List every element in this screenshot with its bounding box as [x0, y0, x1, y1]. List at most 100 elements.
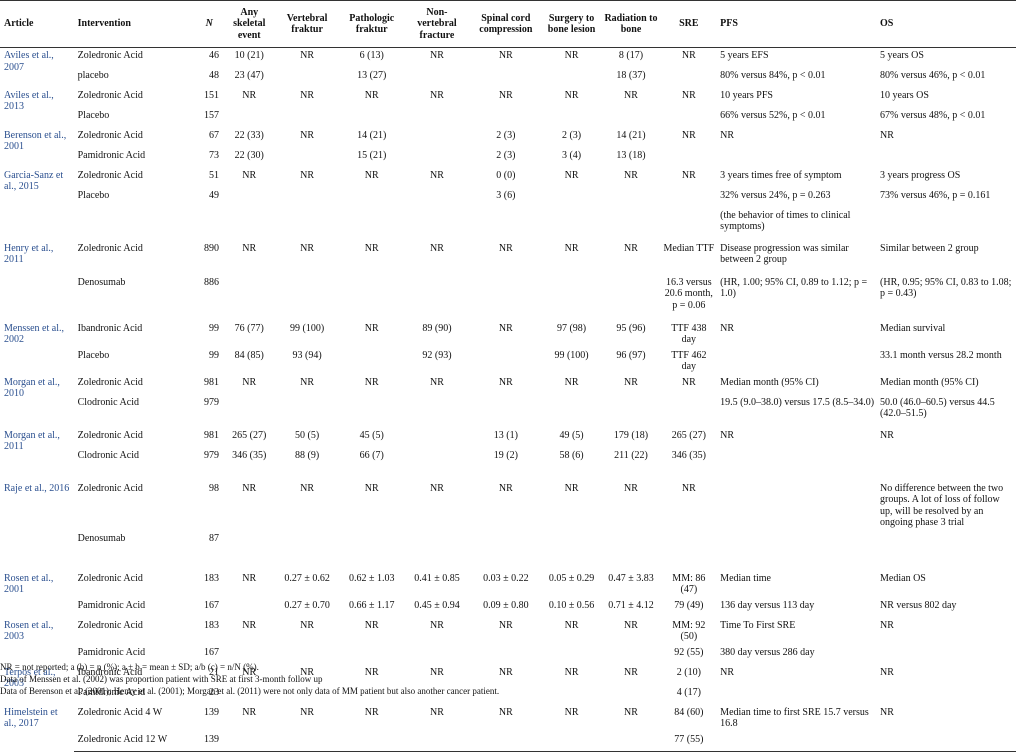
intervention-cell: Placebo: [77, 349, 110, 361]
intervention-cell: Pamidronic Acid: [77, 686, 146, 698]
table-cell: [543, 395, 601, 428]
table-cell: 96 (97): [616, 349, 646, 361]
table-cell: 2 (3): [561, 129, 582, 141]
table-row: Placebo 49 3 (6) 32% versus 24%, p = 0.263 7…: [0, 188, 1016, 208]
table-cell: NR: [498, 50, 513, 61]
article-cell[interactable]: Aviles et al., 2013: [4, 89, 54, 113]
table-cell: 80% versus 46%, p < 0.01: [880, 69, 986, 81]
table-cell: Median time to first SRE 15.7 versus 16.…: [720, 706, 869, 730]
table-cell: 23: [208, 686, 219, 698]
table-cell: NR: [681, 482, 696, 494]
article-cell[interactable]: Rosen et al., 2001: [4, 572, 54, 596]
article-cell[interactable]: Aviles et al., 2007: [4, 50, 54, 73]
table-cell: 4 (17): [676, 686, 701, 698]
table-cell: [543, 108, 601, 128]
table-cell: NR: [498, 242, 513, 254]
table-cell: 0.27 ± 0.62: [284, 572, 330, 584]
article-cell[interactable]: Morgan et al., 2010: [4, 376, 60, 400]
intervention-cell: Zoledronic Acid: [77, 376, 143, 388]
table-cell: 0.66 ± 1.17: [349, 599, 395, 611]
col-header-surgery-to-bone-lesion: Surgery to bone lesion: [542, 0, 601, 48]
table-row: Rosen et al., 2003 Zoledronic Acid 183 NR NR…: [0, 618, 1016, 645]
table-cell: NR versus 802 day: [880, 599, 957, 611]
table-cell: [276, 108, 339, 128]
table-cell: NR: [364, 242, 379, 254]
table-cell: 22 (33): [234, 129, 264, 141]
table-cell: NR: [564, 242, 579, 254]
article-cell[interactable]: Menssen et al., 2002: [4, 322, 64, 346]
table-cell: 16.3 versus 20.6 month, p = 0.06: [664, 276, 713, 311]
table-row: Berenson et al., 2001 Zoledronic Acid 67 22…: [0, 128, 1016, 153]
table-cell: 76 (77): [234, 322, 264, 334]
intervention-cell: Denosumab: [77, 532, 126, 544]
table-cell: [469, 68, 543, 88]
table-cell: NR: [364, 169, 379, 181]
article-cell[interactable]: Himelstein et al., 2017: [4, 706, 58, 730]
table-cell: [339, 208, 405, 241]
table-cell: 21: [208, 666, 219, 678]
table-cell: NR: [498, 322, 513, 334]
col-header-spinal-cord-compression: Spinal cord compression: [469, 0, 543, 48]
table-cell: 19 (2): [493, 449, 518, 461]
article-cell[interactable]: Raje et al., 2016: [4, 482, 70, 494]
table-row: (the behavior of times to clinical sympt…: [0, 208, 1016, 241]
table-cell: 80% versus 84%, p < 0.01: [720, 69, 826, 81]
intervention-cell: Denosumab: [77, 276, 126, 288]
table-cell: 67: [208, 129, 219, 141]
table-cell: NR: [624, 242, 638, 254]
table-cell: 15 (21): [357, 149, 387, 161]
table-cell: 0.47 ± 3.83: [608, 572, 654, 584]
article-cell[interactable]: Terpos et al., 2003: [4, 666, 56, 690]
intervention-cell: Zoledronic Acid: [77, 572, 143, 584]
table-cell: 183: [203, 572, 219, 584]
table-cell: NR: [624, 169, 638, 181]
table-cell: NR: [364, 482, 379, 494]
table-cell: Time To First SRE: [720, 619, 796, 631]
table-cell: 979: [203, 396, 219, 408]
col-header-non-vertebral-fracture: Non-vertebral fracture: [404, 0, 470, 48]
table-cell: [600, 188, 661, 208]
table-cell: 51: [208, 169, 219, 181]
table-cell: 211 (22): [614, 449, 648, 461]
table-row: Zoledronic Acid 12 W 139 77 (55): [0, 731, 1016, 752]
col-header-intervention: Intervention: [73, 0, 196, 48]
article-cell[interactable]: Morgan et al., 2011: [4, 429, 60, 453]
article-cell[interactable]: Garcia-Sanz et al., 2015: [4, 169, 64, 193]
table-cell: (HR, 0.95; 95% CI, 0.83 to 1.08; p = 0.4…: [880, 276, 1012, 300]
table-cell: [276, 188, 339, 208]
table-cell: 0.03 ± 0.22: [483, 572, 529, 584]
intervention-cell: Zoledronic Acid: [77, 482, 143, 494]
table-cell: NR: [242, 89, 257, 101]
table-cell: NR: [564, 169, 579, 181]
table-cell: [276, 275, 339, 321]
table-cell: Median month (95% CI): [880, 376, 979, 388]
col-header-article: Article: [0, 0, 74, 48]
table-row: Pamidronic Acid 23 4 (17): [0, 685, 1016, 705]
table-cell: NR: [880, 129, 894, 141]
table-cell: NR: [624, 482, 638, 494]
table-cell: [469, 348, 543, 375]
table-cell: [600, 275, 661, 321]
intervention-cell: Pamidronic Acid: [77, 646, 146, 658]
table-cell: [876, 448, 1016, 481]
table-cell: 13 (18): [616, 149, 646, 161]
table-cell: 346 (35): [232, 449, 267, 461]
table-cell: NR: [681, 129, 696, 141]
table-cell: NR: [430, 482, 444, 494]
table-cell: [223, 108, 276, 128]
table-cell: [542, 731, 601, 752]
table-cell: 93 (94): [292, 349, 322, 361]
table-row: Aviles et al., 2013 Zoledronic Acid 151 NR N…: [0, 88, 1016, 113]
article-cell[interactable]: Berenson et al., 2001: [4, 129, 67, 153]
table-cell: 10 (21): [234, 50, 264, 61]
table-cell: 0.05 ± 0.29: [548, 572, 595, 584]
article-cell[interactable]: Rosen et al., 2003: [4, 619, 54, 643]
article-cell[interactable]: Henry et al., 2011: [4, 242, 54, 266]
table-cell: NR: [300, 376, 315, 388]
table-cell: [405, 128, 469, 148]
table-cell: Median OS: [880, 572, 926, 584]
table-cell: 87: [208, 532, 219, 544]
table-cell: 97 (98): [556, 322, 587, 334]
table-cell: NR: [498, 376, 513, 388]
